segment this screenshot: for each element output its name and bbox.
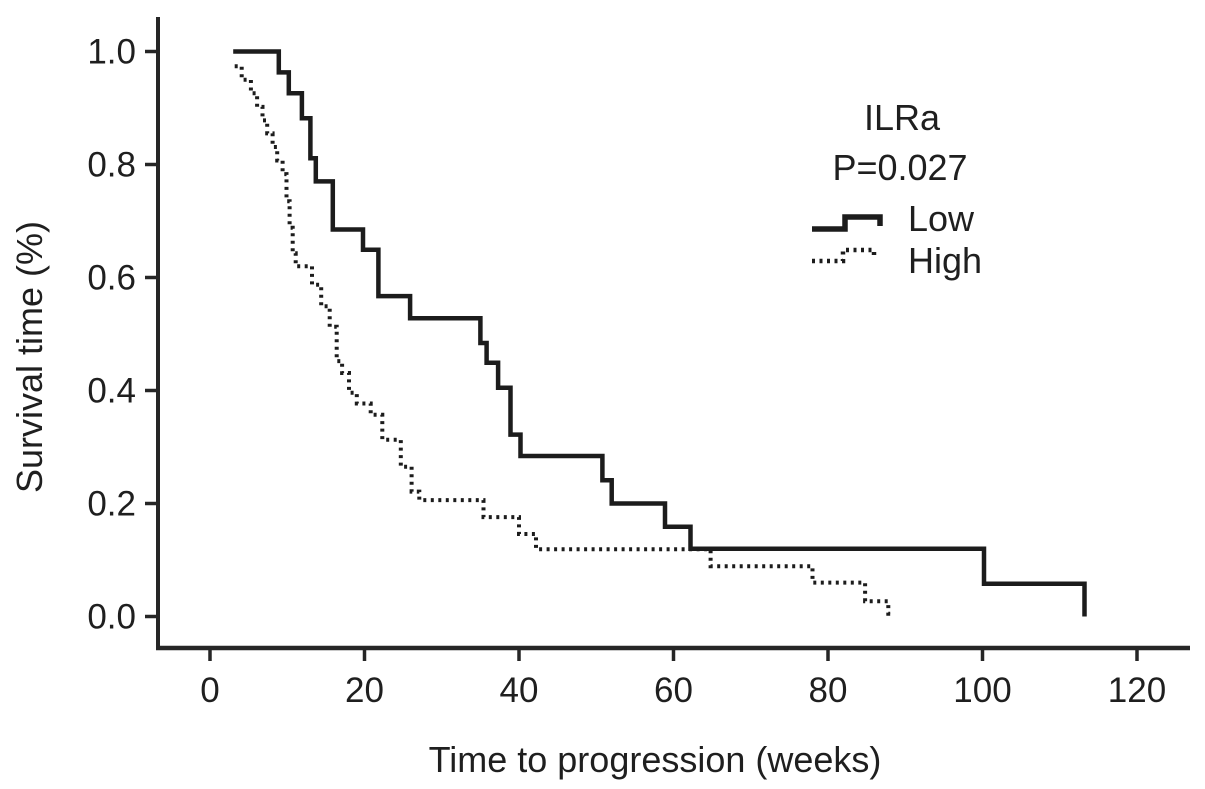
legend: ILRa P=0.027 Low High [812,97,982,281]
y-tick-label: 0.4 [87,372,136,411]
legend-title: ILRa [864,97,941,138]
x-tick-label: 60 [654,671,693,710]
legend-label-low: Low [908,198,975,239]
p-value-label: P=0.027 [832,147,967,188]
legend-line-low-icon [812,214,883,232]
x-tick-label: 80 [809,671,848,710]
legend-line-high-icon [812,247,877,264]
y-axis-ticks: 0.0 0.2 0.4 0.6 0.8 1.0 [87,33,158,637]
x-axis-ticks: 0 20 40 60 80 100 120 [200,648,1166,710]
x-tick-label: 20 [345,671,384,710]
y-axis-title: Survival time (%) [9,221,50,493]
low-series-step-line [233,49,1087,617]
x-tick-label: 0 [200,671,219,710]
y-tick-label: 0.6 [87,259,136,298]
y-tick-label: 0.8 [87,146,136,185]
legend-label-high: High [908,240,982,281]
y-tick-label: 1.0 [87,33,136,72]
y-tick-label: 0.2 [87,485,136,524]
high-series-step-line [234,64,894,616]
y-tick-label: 0.0 [87,598,136,637]
x-tick-label: 100 [953,671,1011,710]
x-tick-label: 120 [1108,671,1166,710]
x-axis-title: Time to progression (weeks) [429,739,882,780]
x-tick-label: 40 [500,671,539,710]
